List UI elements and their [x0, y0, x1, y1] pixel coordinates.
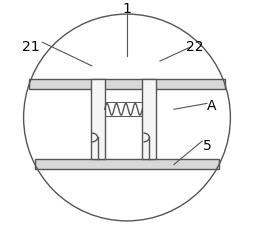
- Bar: [142, 79, 156, 159]
- Text: 22: 22: [186, 40, 204, 54]
- Text: A: A: [207, 99, 216, 113]
- Text: 1: 1: [123, 2, 131, 16]
- Bar: [35, 159, 219, 169]
- Text: 21: 21: [22, 40, 39, 54]
- Text: 5: 5: [202, 139, 211, 153]
- Bar: [91, 79, 105, 159]
- Bar: [29, 79, 225, 89]
